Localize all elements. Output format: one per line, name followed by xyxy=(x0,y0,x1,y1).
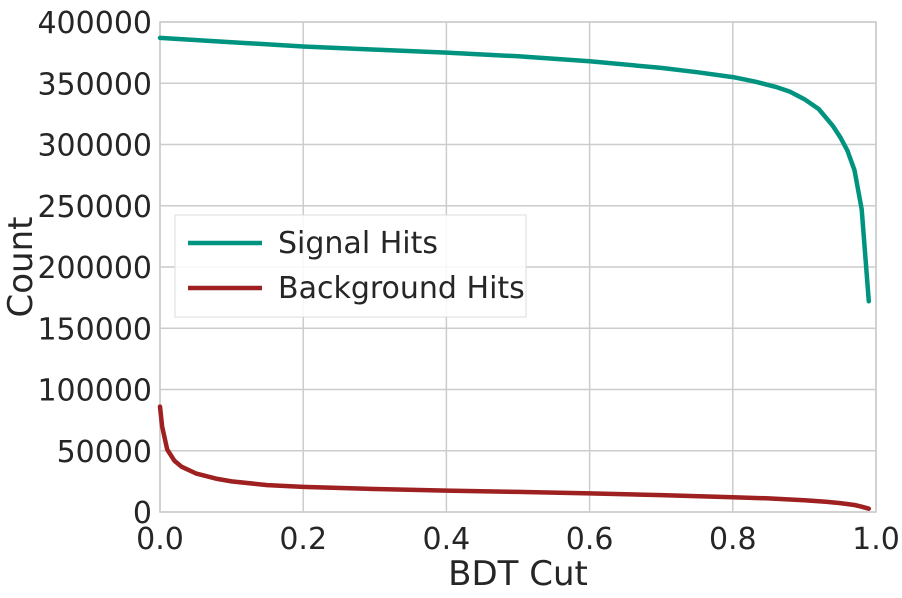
y-tick-label: 300000 xyxy=(37,129,152,164)
series-layer xyxy=(157,35,872,511)
y-axis-label: Count xyxy=(1,217,41,318)
x-tick-label: 1.0 xyxy=(852,522,900,557)
y-tick-label: 0 xyxy=(133,496,152,531)
x-tick-label: 0.6 xyxy=(566,522,614,557)
x-tick-label: 0.4 xyxy=(423,522,471,557)
series-line-background-hits xyxy=(157,404,872,511)
y-tick-label: 250000 xyxy=(37,190,152,225)
x-tick-label: 0.8 xyxy=(709,522,757,557)
plot-frame xyxy=(159,21,877,513)
x-tick-labels: 0.0 0.2 0.4 0.6 0.8 1.0 xyxy=(136,522,900,557)
y-tick-label: 50000 xyxy=(57,435,152,470)
y-tick-label: 350000 xyxy=(37,67,152,102)
series-line-signal-hits xyxy=(157,35,872,304)
legend-box xyxy=(174,214,527,318)
x-axis-label: BDT Cut xyxy=(448,554,588,594)
y-tick-label: 150000 xyxy=(37,312,152,347)
y-tick-label: 200000 xyxy=(37,251,152,286)
legend-label-signal-hits: Signal Hits xyxy=(278,226,438,261)
y-tick-label: 400000 xyxy=(37,6,152,41)
x-tick-label: 0.0 xyxy=(136,522,184,557)
y-tick-labels: 0 50000 100000 150000 200000 250000 300000 3500… xyxy=(37,6,152,531)
y-tick-label: 100000 xyxy=(37,374,152,409)
x-tick-label: 0.2 xyxy=(279,522,327,557)
legend-label-background-hits: Background Hits xyxy=(278,271,525,306)
legend: Signal Hits Background Hits xyxy=(174,214,527,318)
